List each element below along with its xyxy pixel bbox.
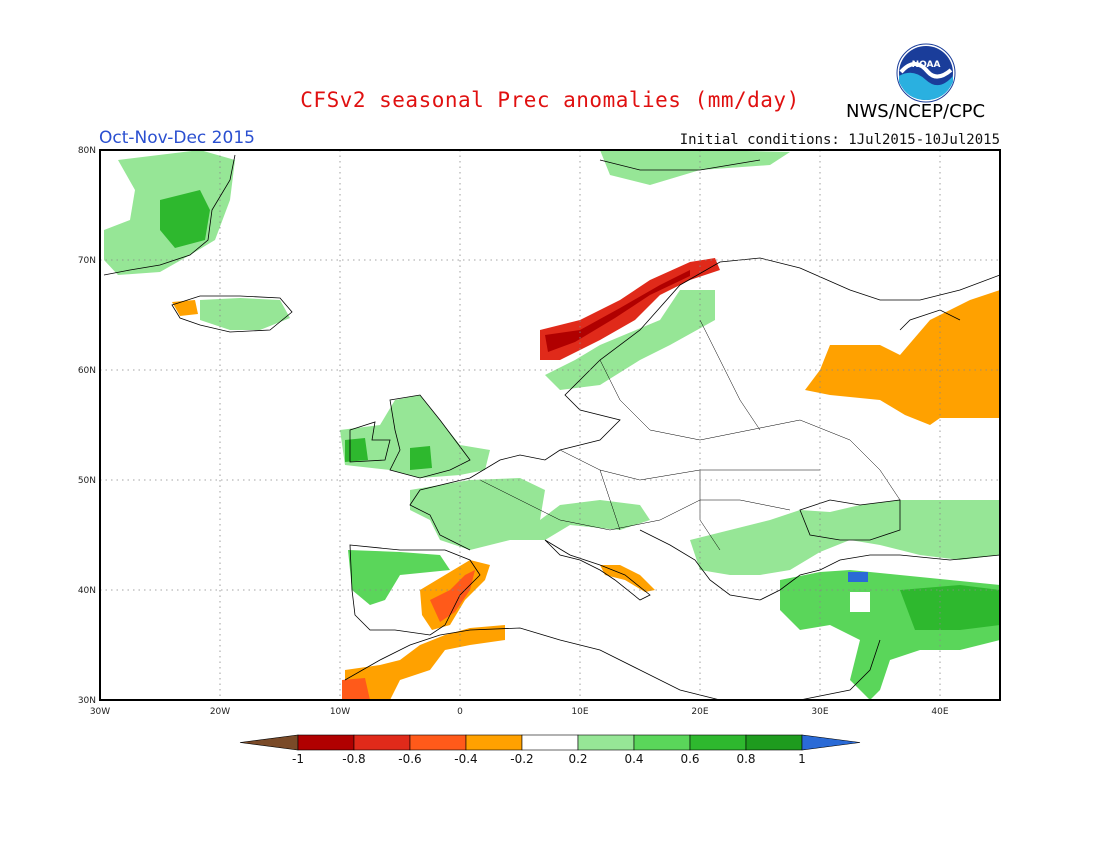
longitude-labels: 30W 20W 10W 0 10E 20E 30E 40E [90, 707, 949, 717]
longitude-tick-label: 10W [330, 707, 350, 717]
colorbar [239, 734, 861, 751]
colorbar-swatch [745, 734, 803, 751]
longitude-tick-label: 30E [811, 707, 828, 717]
anomaly-iceland-dry [172, 300, 198, 316]
forecast-period: Oct-Nov-Dec 2015 [99, 128, 255, 148]
anomaly-france [410, 478, 650, 550]
colorbar-label: -0.6 [398, 752, 421, 766]
anomaly-anatolia-peak [848, 572, 868, 582]
colorbar-upper-arrow [801, 734, 861, 751]
colorbar-swatch [577, 734, 635, 751]
anomaly-anatolia-strong [900, 585, 1000, 630]
noaa-logo-icon: NOAA [896, 43, 956, 103]
latitude-labels: 80N 70N 60N 50N 40N 30N [78, 146, 96, 706]
colorbar-swatch [409, 734, 467, 751]
latitude-tick-label: 30N [78, 696, 96, 706]
anomaly-north-africa-very-dry [342, 678, 370, 700]
colorbar-swatch [297, 734, 355, 751]
longitude-tick-label: 30W [90, 707, 110, 717]
agency-label: NWS/NCEP/CPC [846, 101, 986, 122]
coastlines [103, 154, 1000, 700]
anomaly-svalbard [600, 150, 790, 185]
initial-conditions: Initial conditions: 1Jul2015-10Jul2015 [679, 132, 1000, 148]
colorbar-label: 1 [798, 752, 806, 766]
anomaly-iberia-very-dry [430, 570, 475, 622]
latitude-tick-label: 70N [78, 256, 96, 266]
longitude-tick-label: 0 [457, 707, 463, 717]
colorbar-swatch [633, 734, 691, 751]
colorbar-label: -1 [292, 752, 304, 766]
colorbar-label: -0.4 [454, 752, 477, 766]
map-title: CFSv2 seasonal Prec anomalies (mm/day) [300, 88, 800, 112]
latitude-tick-label: 80N [78, 146, 96, 156]
anomaly-anatolia-gap [850, 592, 870, 612]
anomaly-balkans [690, 500, 1000, 575]
anomaly-british-isles-strong [345, 438, 432, 470]
colorbar-label: 0.4 [624, 752, 643, 766]
colorbar-swatch [521, 734, 579, 751]
colorbar-label: 0.8 [736, 752, 755, 766]
map-frame [99, 149, 1001, 701]
anomaly-greenland-strong [160, 190, 210, 248]
graticule [100, 150, 1000, 700]
colorbar-swatch [689, 734, 747, 751]
longitude-tick-label: 10E [571, 707, 588, 717]
colorbar-label: -0.8 [342, 752, 365, 766]
colorbar-lower-arrow [239, 734, 299, 751]
anomaly-cells [104, 150, 1000, 700]
anomaly-norway-very-dry [545, 270, 690, 352]
longitude-tick-label: 20E [691, 707, 708, 717]
colorbar-labels: -1 -0.8 -0.6 -0.4 -0.2 0.2 0.4 0.6 0.8 1 [292, 752, 806, 766]
colorbar-label: 0.2 [568, 752, 587, 766]
colorbar-swatch [465, 734, 523, 751]
latitude-tick-label: 60N [78, 366, 96, 376]
longitude-tick-label: 20W [210, 707, 230, 717]
anomaly-north-africa-dry [345, 625, 505, 700]
longitude-tick-label: 40E [931, 707, 948, 717]
latitude-tick-label: 50N [78, 476, 96, 486]
anomaly-iberia-wet [348, 550, 450, 605]
anomaly-british-isles [340, 395, 490, 478]
colorbar-swatch [353, 734, 411, 751]
anomaly-italy-dry [600, 565, 655, 592]
anomaly-iceland [200, 298, 290, 330]
latitude-tick-label: 40N [78, 586, 96, 596]
colorbar-label: -0.2 [510, 752, 533, 766]
noaa-logo-text: NOAA [912, 60, 941, 70]
anomaly-russia-dry [805, 290, 1000, 425]
anomaly-scandinavia-wet [545, 290, 715, 390]
colorbar-label: 0.6 [680, 752, 699, 766]
